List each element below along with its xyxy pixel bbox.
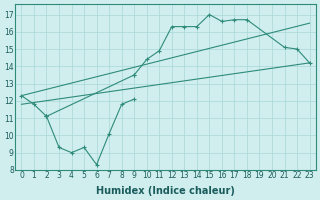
X-axis label: Humidex (Indice chaleur): Humidex (Indice chaleur) bbox=[96, 186, 235, 196]
